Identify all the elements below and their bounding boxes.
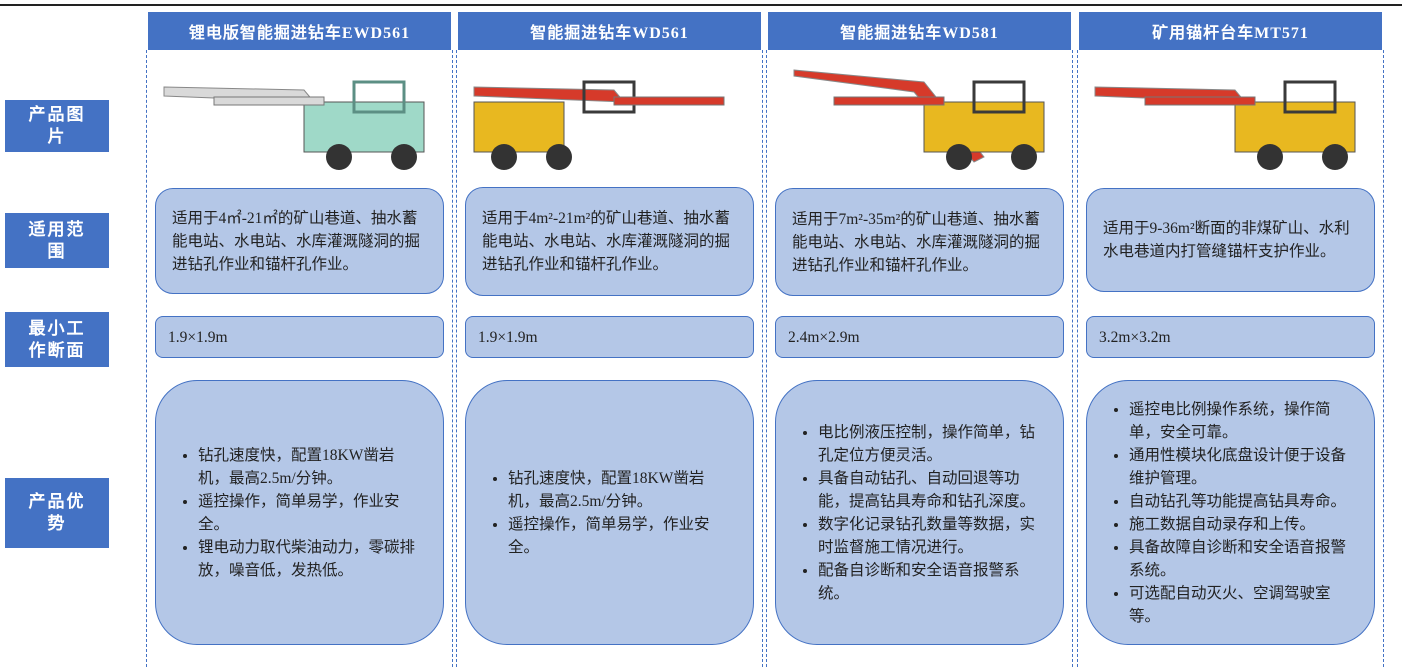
section-text: 1.9×1.9m	[168, 328, 228, 346]
section-text: 3.2m×3.2m	[1099, 328, 1171, 346]
advantage-item: 施工数据自动录存和上传。	[1129, 513, 1352, 536]
advantage-item: 数字化记录钻孔数量等数据，实时监督施工情况进行。	[818, 513, 1041, 559]
product-image	[793, 69, 1045, 170]
product-image	[473, 80, 725, 170]
advantage-list: 电比例液压控制，操作简单，钻孔定位方便灵活。具备自动钻孔、自动回退等功能，提高钻…	[796, 421, 1041, 605]
advantage-item: 遥控电比例操作系统，操作简单，安全可靠。	[1129, 398, 1352, 444]
scope-text: 适用于7m²-35m²的矿山巷道、抽水蓄能电站、水电站、水库灌溉隧洞的掘进钻孔作…	[792, 210, 1041, 274]
column-header: 锂电版智能掘进钻车EWD561	[148, 12, 451, 50]
section-box: 1.9×1.9m	[465, 316, 754, 358]
column-header: 矿用锚杆台车MT571	[1079, 12, 1382, 50]
row-label: 产品优势	[5, 478, 109, 548]
row-label: 产品图片	[5, 100, 109, 152]
scope-text: 适用于9-36m²断面的非煤矿山、水利水电巷道内打管缝锚杆支护作业。	[1103, 220, 1350, 260]
product-image	[1094, 80, 1356, 170]
advantage-list: 钻孔速度快，配置18KW凿岩机，最高2.5m/分钟。遥控操作，简单易学，作业安全…	[176, 444, 421, 582]
scope-box: 适用于9-36m²断面的非煤矿山、水利水电巷道内打管缝锚杆支护作业。	[1086, 188, 1375, 292]
advantage-item: 通用性模块化底盘设计便于设备维护管理。	[1129, 444, 1352, 490]
advantage-item: 可选配自动灭火、空调驾驶室等。	[1129, 582, 1352, 628]
column-frame	[456, 50, 763, 667]
section-box: 1.9×1.9m	[155, 316, 444, 358]
advantage-item: 钻孔速度快，配置18KW凿岩机，最高2.5m/分钟。	[198, 444, 421, 490]
scope-box: 适用于4m²-21m²的矿山巷道、抽水蓄能电站、水电站、水库灌溉隧洞的掘进钻孔作…	[465, 187, 754, 296]
advantage-box: 钻孔速度快，配置18KW凿岩机，最高2.5m/分钟。遥控操作，简单易学，作业安全…	[155, 380, 444, 645]
section-box: 2.4m×2.9m	[775, 316, 1064, 358]
advantage-list: 遥控电比例操作系统，操作简单，安全可靠。通用性模块化底盘设计便于设备维护管理。自…	[1107, 398, 1352, 628]
column-frame	[1077, 50, 1384, 667]
column-frame	[766, 50, 1073, 667]
advantage-box: 钻孔速度快，配置18KW凿岩机，最高2.5m/分钟。遥控操作，简单易学，作业安全…	[465, 380, 754, 645]
advantage-item: 遥控操作，简单易学，作业安全。	[508, 513, 731, 559]
scope-box: 适用于7m²-35m²的矿山巷道、抽水蓄能电站、水电站、水库灌溉隧洞的掘进钻孔作…	[775, 188, 1064, 296]
advantage-box: 遥控电比例操作系统，操作简单，安全可靠。通用性模块化底盘设计便于设备维护管理。自…	[1086, 380, 1375, 645]
advantage-item: 锂电动力取代柴油动力，零碳排放，噪音低，发热低。	[198, 536, 421, 582]
row-label: 最小工作断面	[5, 312, 109, 367]
column-frame	[146, 50, 453, 667]
top-rule	[0, 4, 1402, 6]
scope-box: 适用于4㎡-21㎡的矿山巷道、抽水蓄能电站、水电站、水库灌溉隧洞的掘进钻孔作业和…	[155, 188, 444, 294]
advantage-list: 钻孔速度快，配置18KW凿岩机，最高2.5m/分钟。遥控操作，简单易学，作业安全…	[486, 467, 731, 559]
advantage-item: 电比例液压控制，操作简单，钻孔定位方便灵活。	[818, 421, 1041, 467]
advantage-item: 具备自动钻孔、自动回退等功能，提高钻具寿命和钻孔深度。	[818, 467, 1041, 513]
section-text: 2.4m×2.9m	[788, 328, 860, 346]
section-box: 3.2m×3.2m	[1086, 316, 1375, 358]
scope-text: 适用于4m²-21m²的矿山巷道、抽水蓄能电站、水电站、水库灌溉隧洞的掘进钻孔作…	[482, 210, 731, 273]
product-image	[163, 80, 425, 170]
advantage-item: 钻孔速度快，配置18KW凿岩机，最高2.5m/分钟。	[508, 467, 731, 513]
column-header: 智能掘进钻车WD581	[768, 12, 1071, 50]
scope-text: 适用于4㎡-21㎡的矿山巷道、抽水蓄能电站、水电站、水库灌溉隧洞的掘进钻孔作业和…	[172, 209, 421, 273]
row-label: 适用范围	[5, 213, 109, 268]
advantage-item: 具备故障自诊断和安全语音报警系统。	[1129, 536, 1352, 582]
section-text: 1.9×1.9m	[478, 328, 538, 346]
column-header: 智能掘进钻车WD561	[458, 12, 761, 50]
advantage-item: 遥控操作，简单易学，作业安全。	[198, 490, 421, 536]
advantage-box: 电比例液压控制，操作简单，钻孔定位方便灵活。具备自动钻孔、自动回退等功能，提高钻…	[775, 380, 1064, 645]
advantage-item: 自动钻孔等功能提高钻具寿命。	[1129, 490, 1352, 513]
advantage-item: 配备自诊断和安全语音报警系统。	[818, 559, 1041, 605]
